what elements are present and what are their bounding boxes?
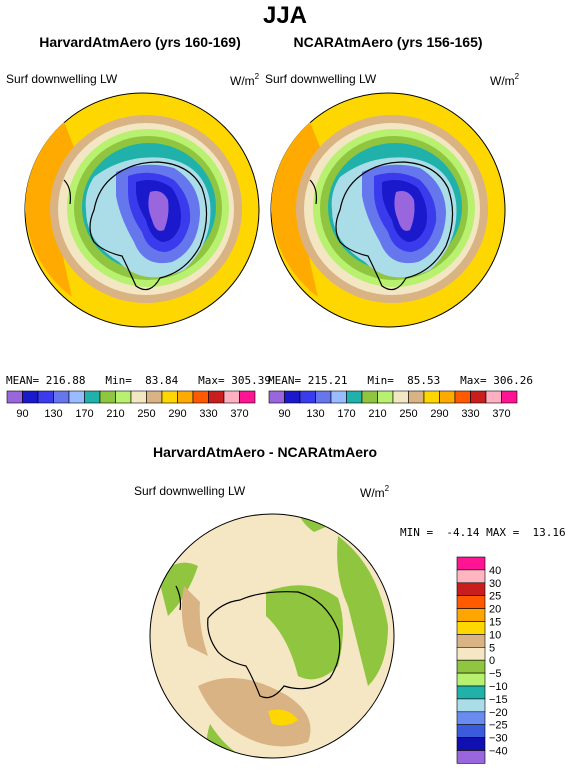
diff-stats: MIN = -4.14 MAX = 13.16 (400, 526, 566, 539)
diff-colorbar-swatch (456, 672, 486, 687)
colorbar-swatch (485, 390, 502, 404)
diff-panel-title: HarvardAtmAero - NCARAtmAero (152, 444, 378, 460)
colorbar-swatch (392, 390, 409, 404)
diff-colorbar-swatch (456, 621, 486, 635)
diff-colorbar-tick-label: −40 (489, 746, 508, 758)
colorbar-tick-label: 130 (44, 408, 62, 420)
diff-colorbar-tick-label: −20 (489, 707, 508, 719)
diff-colorbar-swatch (456, 750, 486, 764)
right-colorbar: 90 130 170 210 250 290 330 370 (268, 390, 518, 420)
colorbar-swatch (22, 390, 39, 404)
left-units-label: W/m2 (230, 72, 260, 88)
diff-polar-map (149, 513, 395, 759)
colorbar-swatch (315, 390, 332, 404)
left-panel-title: HarvardAtmAero (yrs 160-169) (39, 34, 241, 50)
diff-colorbar-tick-label: 15 (489, 617, 501, 629)
right-units-label: W/m2 (490, 72, 520, 88)
diff-colorbar-swatch (456, 556, 486, 571)
colorbar-swatch (192, 390, 209, 404)
right-panel-title: NCARAtmAero (yrs 156-165) (293, 34, 483, 50)
colorbar-tick-label: 90 (16, 408, 28, 420)
colorbar-swatch (268, 390, 285, 404)
colorbar-swatch (470, 390, 487, 404)
colorbar-tick-label: 170 (337, 408, 355, 420)
diff-colorbar-tick-label: 10 (489, 629, 501, 641)
left-stats: MEAN= 216.88 Min= 83.84 Max= 305.39 (6, 374, 271, 387)
colorbar-tick-label: 370 (230, 408, 248, 420)
colorbar-swatch (68, 390, 85, 404)
left-polar-map (24, 92, 260, 328)
colorbar-swatch (208, 390, 225, 404)
diff-colorbar-swatch (456, 647, 486, 661)
colorbar-tick-label: 370 (492, 408, 510, 420)
diff-colorbar-tick-label: 30 (489, 578, 501, 590)
colorbar-tick-label: 250 (137, 408, 155, 420)
colorbar-swatch (330, 390, 347, 404)
diff-units-label: W/m2 (360, 484, 390, 500)
diff-colorbar-swatch (456, 608, 486, 622)
colorbar-tick-label: 250 (399, 408, 417, 420)
colorbar-swatch (53, 390, 70, 404)
colorbar-swatch (130, 390, 147, 404)
left-colorbar: 90 130 170 210 250 290 330 370 (6, 390, 256, 420)
right-stats: MEAN= 215.21 Min= 85.53 Max= 306.26 (268, 374, 533, 387)
colorbar-tick-label: 170 (75, 408, 93, 420)
diff-colorbar-swatch (456, 582, 486, 596)
colorbar-tick-label: 290 (168, 408, 186, 420)
left-variable-label: Surf downwelling LW (6, 72, 118, 86)
colorbar-tick-label: 290 (430, 408, 448, 420)
colorbar-tick-label: 330 (461, 408, 479, 420)
colorbar-tick-label: 210 (106, 408, 124, 420)
colorbar-swatch (299, 390, 316, 404)
colorbar-tick-label: 130 (306, 408, 324, 420)
diff-colorbar-tick-label: 40 (489, 565, 501, 577)
diff-colorbar-swatch (456, 634, 486, 648)
diff-colorbar-tick-label: −5 (489, 668, 502, 680)
diff-colorbar-swatch (456, 698, 486, 713)
right-variable-label: Surf downwelling LW (265, 72, 377, 86)
diff-colorbar-swatch (456, 724, 486, 738)
diff-colorbar-tick-label: 0 (489, 655, 495, 667)
colorbar-swatch (6, 390, 23, 404)
diff-colorbar-tick-label: 5 (489, 642, 495, 654)
colorbar-tick-label: 330 (199, 408, 217, 420)
diff-colorbar-swatch (456, 659, 486, 674)
colorbar-swatch (439, 390, 456, 404)
colorbar-tick-label: 210 (368, 408, 386, 420)
colorbar-swatch (501, 390, 518, 404)
diff-colorbar-swatch (456, 711, 486, 726)
colorbar-swatch (99, 390, 116, 404)
colorbar-swatch (146, 390, 163, 404)
colorbar-swatch (346, 390, 363, 404)
page-title: JJA (262, 2, 308, 29)
diff-colorbar-swatch (456, 685, 486, 700)
colorbar-swatch (284, 390, 301, 404)
diff-colorbar-tick-label: −30 (489, 733, 508, 745)
colorbar-swatch (115, 390, 132, 404)
diff-colorbar-tick-label: 20 (489, 604, 501, 616)
colorbar-swatch (454, 390, 471, 404)
diff-colorbar-tick-label: −15 (489, 694, 508, 706)
colorbar-tick-label: 90 (278, 408, 290, 420)
colorbar-swatch (161, 390, 178, 404)
colorbar-swatch (239, 390, 256, 404)
colorbar-swatch (361, 390, 378, 404)
colorbar-swatch (377, 390, 394, 404)
colorbar-swatch (84, 390, 101, 404)
diff-variable-label: Surf downwelling LW (134, 484, 246, 498)
diff-colorbar-swatch (456, 569, 486, 584)
colorbar-swatch (408, 390, 425, 404)
right-polar-map (270, 92, 506, 328)
diff-colorbar-tick-label: 25 (489, 591, 501, 603)
colorbar-swatch (223, 390, 240, 404)
colorbar-swatch (177, 390, 194, 404)
diff-colorbar-swatch (456, 595, 486, 609)
colorbar-swatch (37, 390, 54, 404)
colorbar-swatch (423, 390, 440, 404)
diff-colorbar-tick-label: −10 (489, 681, 508, 693)
diff-colorbar-swatch (456, 737, 486, 751)
diff-colorbar-tick-label: −25 (489, 720, 508, 732)
